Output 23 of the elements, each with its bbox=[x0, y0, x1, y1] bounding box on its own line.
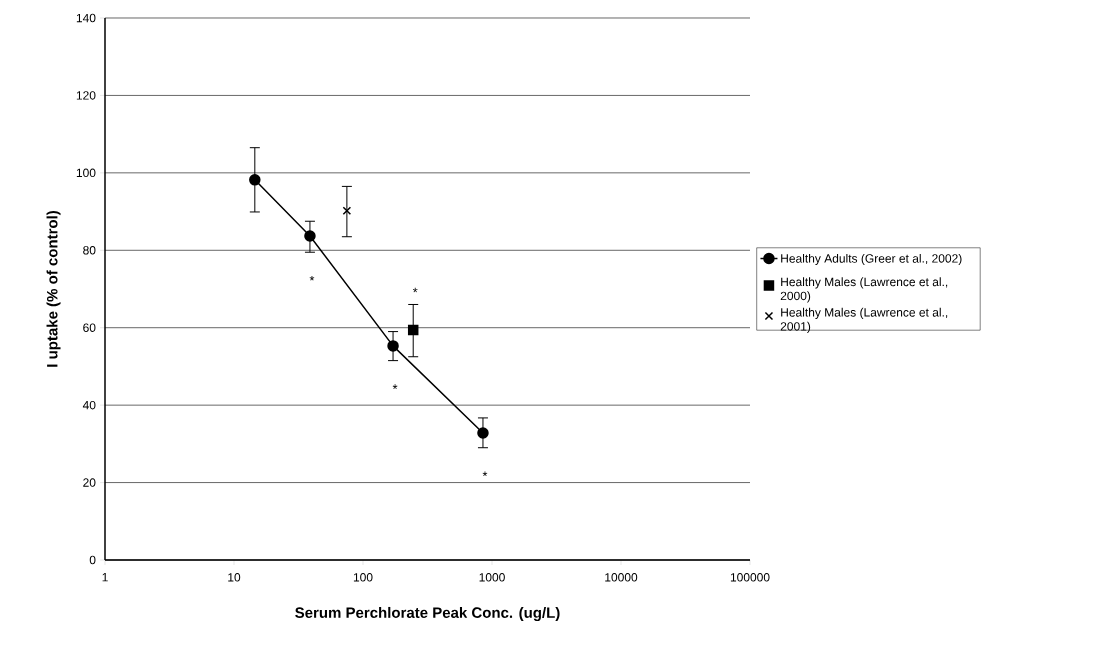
y-tick-label: 100 bbox=[76, 168, 96, 178]
y-axis-title: I uptake (% of control) bbox=[46, 210, 61, 367]
x-tick-label: 10 bbox=[228, 573, 241, 582]
y-tick-label: 60 bbox=[83, 323, 96, 332]
legend-label: Healthy Males (Lawrence et al., 2001) bbox=[780, 307, 948, 334]
legend-label: Healthy Adults (Greer et al., 2002) bbox=[781, 253, 962, 266]
data-label: * bbox=[482, 471, 488, 477]
x-tick-label: 1 bbox=[102, 573, 108, 582]
x-tick-label: 100 bbox=[353, 573, 373, 582]
data-label: * bbox=[412, 287, 418, 293]
x-tick-label: 100000 bbox=[730, 573, 770, 582]
y-tick-label: 0 bbox=[89, 555, 96, 565]
data-label: * bbox=[309, 275, 315, 281]
y-tick-label: 40 bbox=[82, 400, 96, 410]
y-tick-label: 120 bbox=[76, 91, 96, 100]
x-tick-label: 10000 bbox=[605, 573, 638, 582]
legend-label: Healthy Males (Lawrence et al., 2000) bbox=[780, 277, 948, 303]
y-tick-label: 80 bbox=[83, 246, 96, 255]
x-tick-label: 1000 bbox=[479, 573, 505, 582]
data-label: * bbox=[392, 384, 398, 389]
x-axis-title: Serum Perchlorate Peak Conc. (ug/L) bbox=[295, 606, 560, 621]
y-tick-label: 20 bbox=[83, 478, 96, 487]
y-tick-label: 140 bbox=[76, 13, 96, 23]
